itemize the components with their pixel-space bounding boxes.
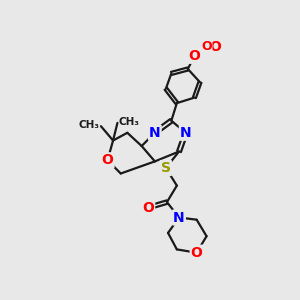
Text: O: O bbox=[191, 246, 203, 260]
Text: S: S bbox=[161, 161, 171, 175]
Text: O: O bbox=[209, 40, 221, 54]
Text: O: O bbox=[142, 201, 154, 214]
Text: O: O bbox=[201, 40, 212, 53]
Text: CH₃: CH₃ bbox=[79, 120, 100, 130]
Text: N: N bbox=[180, 126, 191, 140]
Text: O: O bbox=[188, 49, 200, 63]
Text: O: O bbox=[102, 153, 113, 167]
Text: N: N bbox=[173, 211, 185, 224]
Text: CH₃: CH₃ bbox=[118, 117, 140, 127]
Text: N: N bbox=[149, 126, 161, 140]
